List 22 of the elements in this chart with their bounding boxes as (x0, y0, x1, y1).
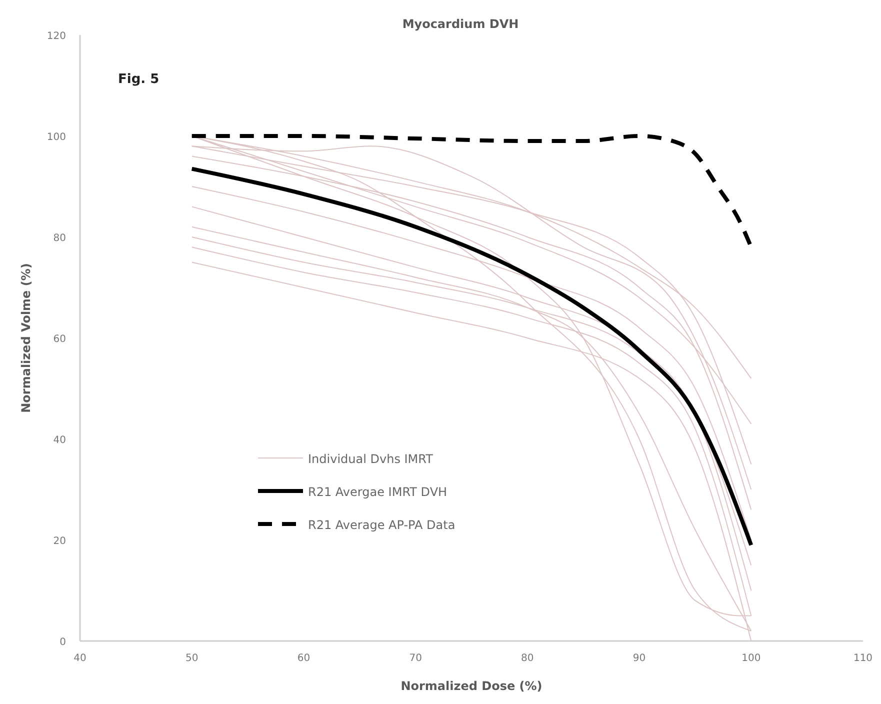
y-axis-title: Normalized Volme (%) (19, 263, 33, 413)
y-tick-label: 100 (46, 132, 66, 143)
x-tick-label: 100 (742, 653, 761, 664)
y-tick-label: 40 (53, 435, 66, 446)
x-tick-label: 40 (74, 653, 86, 664)
x-tick-label: 110 (853, 653, 873, 664)
y-tick-label: 120 (46, 31, 66, 42)
x-axis-title: Normalized Dose (%) (400, 679, 542, 693)
chart-title: Myocardium DVH (402, 17, 519, 31)
y-tick-label: 80 (53, 233, 66, 244)
x-tick-label: 90 (632, 653, 646, 664)
y-tick-label: 20 (53, 536, 66, 547)
x-tick-label: 60 (297, 653, 310, 664)
x-tick-label: 80 (521, 653, 534, 664)
x-tick-label: 50 (185, 653, 198, 664)
annotation: Fig. 5 (118, 72, 160, 87)
y-tick-label: 60 (53, 334, 66, 345)
y-tick-label: 0 (60, 637, 66, 648)
legend-label: R21 Avergae IMRT DVH (308, 485, 448, 499)
x-tick-label: 70 (409, 653, 422, 664)
legend-label: Individual Dvhs IMRT (308, 452, 434, 466)
legend-label: R21 Average AP-PA Data (308, 518, 456, 532)
